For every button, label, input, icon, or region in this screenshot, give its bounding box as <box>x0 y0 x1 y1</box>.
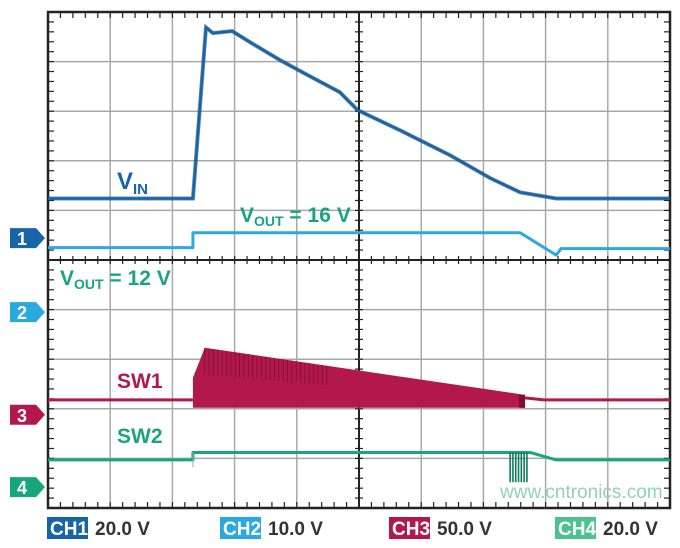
channel-marker-3: 3 <box>10 404 45 426</box>
ch2-badge <box>220 517 261 539</box>
ch4-badge <box>555 517 596 539</box>
marker-arrow <box>10 404 45 425</box>
channel-markers: 1 2 3 4 <box>10 228 45 498</box>
channel-marker-4: 4 <box>10 477 45 498</box>
marker-label: 3 <box>17 406 27 426</box>
vin-trace <box>48 26 670 200</box>
marker-label: 1 <box>17 229 27 249</box>
ch1-badge <box>47 517 88 539</box>
sw1-trace-after <box>524 396 670 402</box>
ch2-scale: 10.0 V <box>268 519 323 540</box>
ch4-badge-text: CH4 <box>558 519 596 540</box>
marker-arrow <box>10 228 45 249</box>
scale-ch2: CH2 10.0 V <box>220 517 323 540</box>
sw2-label: SW2 <box>117 425 163 448</box>
watermark: www.cntronics.com <box>499 482 663 503</box>
marker-label: 4 <box>17 478 27 498</box>
ch4-scale: 20.0 V <box>603 519 658 540</box>
traces <box>48 23 670 483</box>
scale-ch1: CH1 20.0 V <box>47 517 150 540</box>
ch3-scale: 50.0 V <box>437 519 492 540</box>
marker-arrow <box>10 477 45 498</box>
ch1-badge-text: CH1 <box>50 519 88 540</box>
vout-12v-label: VOUT = 12 V <box>60 267 171 292</box>
channel-marker-2: 2 <box>10 302 45 323</box>
marker-arrow <box>10 302 45 323</box>
sw1-switching-envelope <box>192 347 526 408</box>
channel-marker-1: 1 <box>10 228 45 249</box>
vout-16v-label: VOUT = 16 V <box>240 204 351 229</box>
vout-trace <box>48 231 670 257</box>
ch1-scale: 20.0 V <box>95 519 150 540</box>
marker-label: 2 <box>17 303 27 323</box>
axis-ticks <box>47 11 671 509</box>
sw1-last-pulses <box>519 394 526 408</box>
scale-ch4: CH4 20.0 V <box>555 517 658 540</box>
sw1-label: SW1 <box>117 370 163 393</box>
ch2-badge-text: CH2 <box>223 519 261 540</box>
ch3-badge <box>389 517 430 539</box>
scale-ch3: CH3 50.0 V <box>389 517 492 540</box>
ch3-badge-text: CH3 <box>392 519 430 540</box>
vin-label: VIN <box>117 168 148 198</box>
sw2-trace <box>48 450 670 462</box>
